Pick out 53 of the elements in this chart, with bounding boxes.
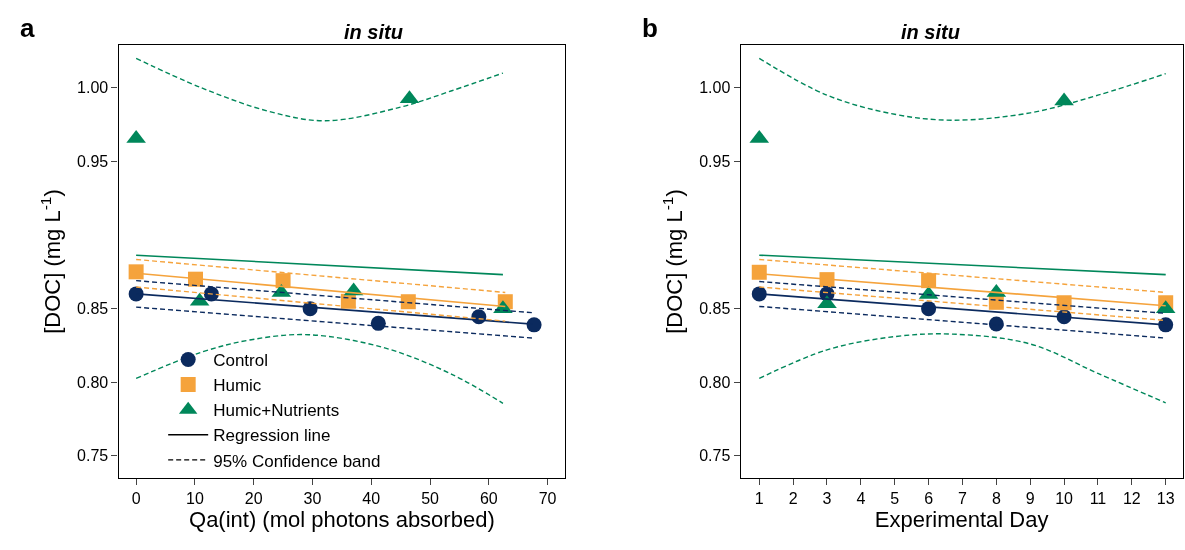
x-tick-label: 7 [958, 490, 968, 508]
x-tick-label: 11 [1089, 490, 1107, 508]
x-tick-label: 0 [131, 490, 141, 508]
x-tick-label: 6 [924, 490, 934, 508]
line-series [135, 333, 504, 405]
x-tick-label: 3 [822, 490, 832, 508]
x-tick-label: 13 [1156, 490, 1175, 508]
line-series [758, 57, 1167, 121]
x-tick-label: 9 [1025, 490, 1035, 508]
y-tick-label: 0.95 [699, 153, 731, 171]
x-tick-label: 1 [754, 490, 764, 508]
chart-title: in situ [344, 21, 403, 43]
point [1054, 92, 1074, 106]
y-tick-label: 0.75 [699, 447, 731, 465]
point [988, 316, 1004, 332]
point [526, 317, 542, 333]
point [751, 264, 767, 280]
x-tick-label: 70 [538, 490, 557, 508]
x-tick-label: 8 [991, 490, 1001, 508]
y-tick-label: 0.85 [77, 300, 109, 318]
x-tick-label: 4 [856, 490, 866, 508]
y-tick-label: 0.80 [77, 373, 109, 391]
chart-title: in situ [901, 21, 960, 43]
point [126, 129, 146, 143]
x-tick-label: 40 [362, 490, 381, 508]
x-tick-label: 10 [186, 490, 204, 508]
x-tick-label: 10 [1055, 490, 1074, 508]
legend-label: Control [213, 351, 268, 371]
x-tick-label: 30 [303, 490, 322, 508]
y-tick-label: 0.95 [77, 153, 109, 171]
x-tick-label: 20 [244, 490, 263, 508]
text: a [20, 13, 35, 43]
y-tick-label: 0.85 [699, 300, 731, 318]
x-axis-title: Qa(int) (mol photons absorbed) [189, 507, 495, 533]
legend-label: Humic+Nutrients [213, 401, 340, 421]
y-tick-label: 0.80 [699, 373, 731, 391]
y-tick-label: 1.00 [699, 79, 731, 97]
y-tick-label: 0.75 [77, 447, 109, 465]
x-tick-label: 60 [479, 490, 498, 508]
x-tick-label: 5 [890, 490, 900, 508]
text: b [642, 13, 658, 43]
y-tick-label: 1.00 [77, 79, 109, 97]
line-series [758, 333, 1167, 404]
point [128, 264, 144, 280]
x-tick-label: 2 [788, 490, 798, 508]
legend-label: Regression line [213, 426, 331, 446]
legend-label: 95% Confidence band [213, 451, 381, 471]
line-series [135, 57, 504, 122]
x-tick-label: 50 [421, 490, 440, 508]
x-tick-label: 12 [1122, 490, 1141, 508]
x-axis-title: Experimental Day [874, 507, 1049, 533]
point [370, 315, 386, 331]
legend-label: Humic [213, 376, 262, 396]
